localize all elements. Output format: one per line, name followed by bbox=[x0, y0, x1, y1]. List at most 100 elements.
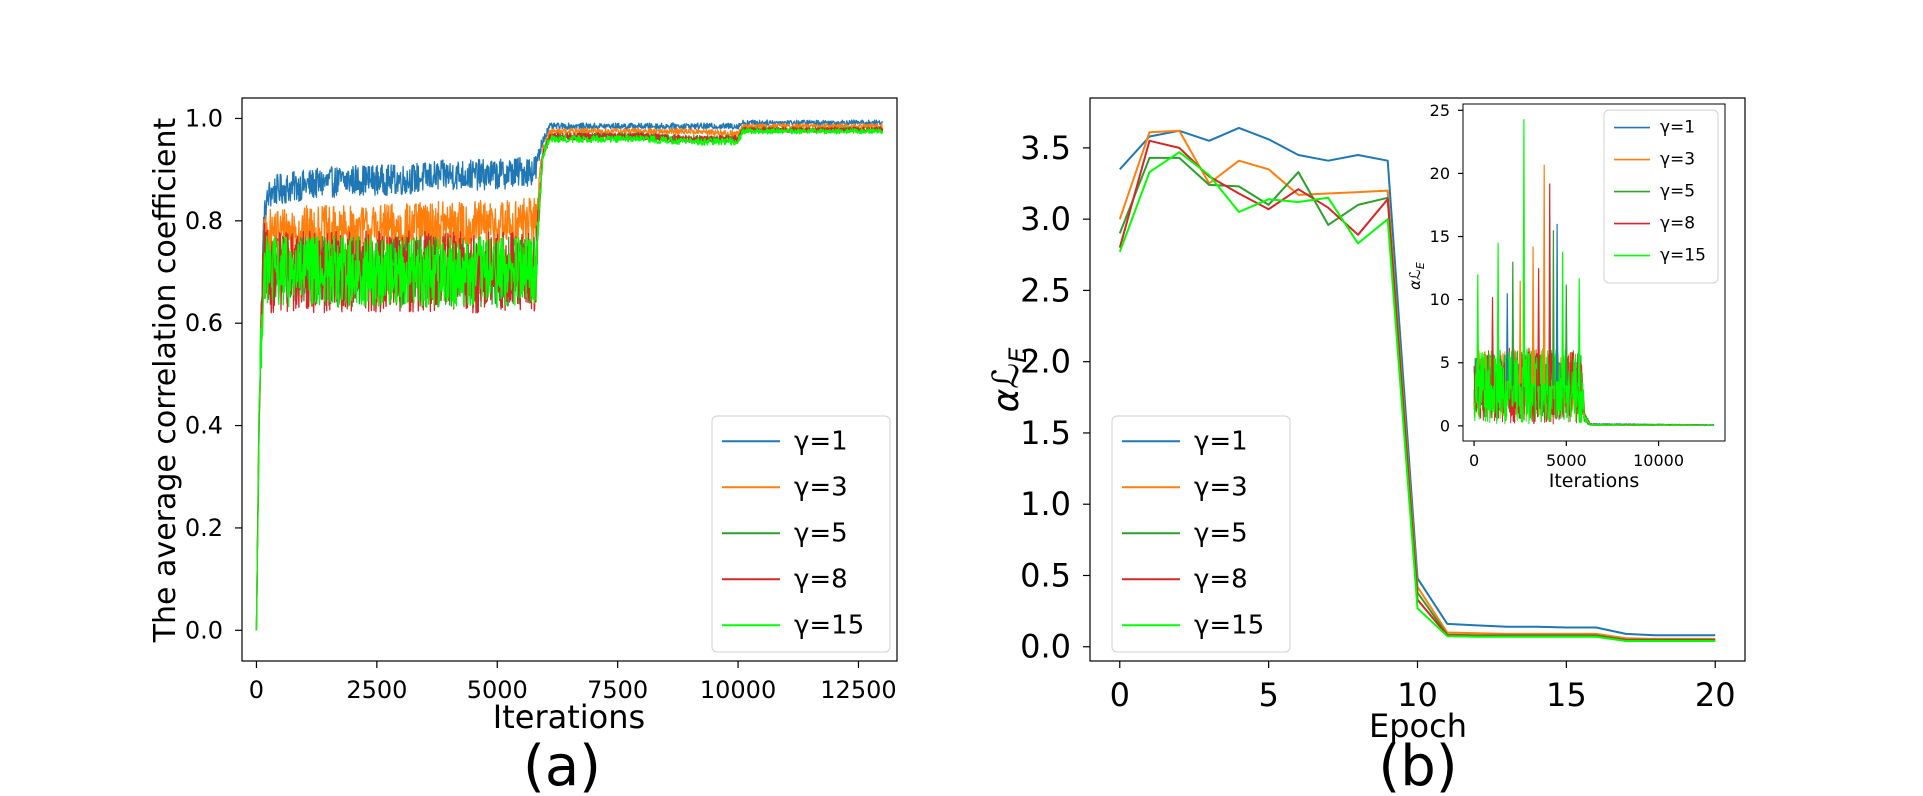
panel-a-x-ticks: 0 2500 5000 7500 10000 12500 bbox=[249, 661, 897, 704]
x-tick-label: 20 bbox=[1695, 676, 1736, 714]
y-tick-label: 3.5 bbox=[1020, 129, 1071, 167]
spike-5-12 bbox=[1565, 284, 1568, 386]
panel-b-y-label: αℒE bbox=[986, 347, 1032, 413]
legend-item-5: γ=5 bbox=[1122, 518, 1248, 548]
legend-box bbox=[1603, 109, 1719, 284]
x-tick-label: 10 bbox=[1397, 676, 1438, 714]
panel-b-x-label: Epoch bbox=[1369, 707, 1467, 745]
inset-y-label-sub: E bbox=[1414, 262, 1427, 269]
panel-b-x-ticks: 0 5 10 15 20 bbox=[1110, 661, 1736, 714]
legend-label: γ=3 bbox=[1660, 150, 1695, 170]
x-tick-label: 5000 bbox=[467, 676, 528, 704]
legend-item-3: γ=3 bbox=[1122, 472, 1248, 502]
legend-label: γ=5 bbox=[1194, 518, 1248, 548]
x-tick-label: 5 bbox=[1258, 676, 1278, 714]
legend-item-1: γ=1 bbox=[1122, 426, 1248, 456]
inset-frame bbox=[1462, 103, 1726, 442]
spike-8-9 bbox=[1537, 268, 1540, 387]
panel-a: 0 2500 5000 7500 10000 12500 0.0 0.2 0.4 0.6 0.8 1… bbox=[148, 97, 898, 796]
y-tick-label: 0.0 bbox=[185, 616, 223, 644]
series-line-15 bbox=[255, 128, 884, 631]
y-tick-label: 0.0 bbox=[1020, 628, 1071, 666]
legend-label: γ=8 bbox=[794, 564, 848, 594]
y-tick-label: 1.0 bbox=[1020, 485, 1071, 523]
y-tick-label: 5 bbox=[1440, 353, 1450, 372]
panel-b-legend: γ=1 γ=3 γ=5 γ=8 γ=15 bbox=[1111, 415, 1291, 653]
x-tick-label: 10000 bbox=[700, 676, 776, 704]
svg-text:αℒE: αℒE bbox=[986, 347, 1032, 413]
spike-8-15 bbox=[1491, 297, 1494, 386]
spike-15-5 bbox=[1496, 242, 1500, 387]
series-line-1 bbox=[255, 119, 884, 631]
x-tick-label: 0 bbox=[1110, 676, 1130, 714]
panel-b-y-label-main: αℒ bbox=[986, 363, 1027, 413]
legend-item-8: γ=8 bbox=[1122, 564, 1248, 594]
legend-label: γ=5 bbox=[1660, 182, 1695, 202]
y-tick-label: 0.8 bbox=[185, 207, 223, 235]
legend-label: γ=15 bbox=[1194, 610, 1264, 640]
legend-item-1: γ=1 bbox=[722, 426, 848, 456]
legend-item-5: γ=5 bbox=[722, 518, 848, 548]
x-tick-label: 5000 bbox=[1546, 451, 1587, 470]
legend-box bbox=[1111, 415, 1291, 653]
legend-label: γ=8 bbox=[1194, 564, 1248, 594]
y-tick-label: 15 bbox=[1430, 227, 1450, 246]
y-tick-label: 1.5 bbox=[1020, 414, 1071, 452]
series-line-5 bbox=[255, 126, 884, 631]
spike-3-11 bbox=[1518, 280, 1522, 384]
spike-3-6 bbox=[1531, 246, 1535, 384]
legend-item-1: γ=1 bbox=[1614, 118, 1695, 138]
panel-b-inset: 0 5000 10000 0 5 10 15 20 25 Iterations αℒE γ=1… bbox=[1406, 101, 1726, 492]
legend-label: γ=3 bbox=[794, 472, 848, 502]
legend-item-8: γ=8 bbox=[722, 564, 848, 594]
x-tick-label: 7500 bbox=[587, 676, 648, 704]
legend-label: γ=5 bbox=[794, 518, 848, 548]
x-tick-label: 12500 bbox=[820, 676, 896, 704]
inset-y-label: αℒE bbox=[1406, 262, 1427, 290]
legend-label: γ=1 bbox=[794, 426, 848, 456]
legend-label: γ=15 bbox=[1660, 246, 1706, 266]
legend-item-15: γ=15 bbox=[1122, 610, 1264, 640]
panel-b-series bbox=[1118, 126, 1716, 642]
spike-8-2 bbox=[1548, 183, 1552, 387]
legend-label: γ=1 bbox=[1194, 426, 1248, 456]
inset-legend: γ=1 γ=3 γ=5 γ=8 γ=15 bbox=[1603, 109, 1719, 284]
legend-label: γ=8 bbox=[1660, 214, 1695, 234]
y-tick-label: 3.0 bbox=[1020, 200, 1071, 238]
panel-a-caption: (a) bbox=[523, 734, 601, 796]
y-tick-label: 2.5 bbox=[1020, 271, 1071, 309]
spike-1-14 bbox=[1505, 293, 1509, 381]
x-tick-label: 2500 bbox=[346, 676, 407, 704]
inset-x-label: Iterations bbox=[1549, 470, 1640, 492]
legend-item-5: γ=5 bbox=[1614, 182, 1695, 202]
panel-b-y-ticks: 0.0 0.5 1.0 1.5 2.0 2.5 3.0 3.5 bbox=[1020, 129, 1090, 666]
spike-1-3 bbox=[1555, 223, 1559, 382]
legend-item-15: γ=15 bbox=[1614, 246, 1706, 266]
x-tick-label: 0 bbox=[249, 676, 264, 704]
y-tick-label: 0.2 bbox=[185, 514, 223, 542]
panel-a-legend: γ=1 γ=3 γ=5 γ=8 γ=15 bbox=[711, 415, 891, 653]
spike-15-13 bbox=[1561, 251, 1564, 387]
legend-item-8: γ=8 bbox=[1614, 214, 1695, 234]
inset-y-label-main: αℒ bbox=[1406, 269, 1424, 290]
legend-label: γ=1 bbox=[1660, 118, 1695, 138]
spike-15-8 bbox=[1476, 274, 1480, 387]
svg-text:αℒE: αℒE bbox=[1406, 262, 1427, 290]
legend-item-15: γ=15 bbox=[722, 610, 864, 640]
panel-a-x-label: Iterations bbox=[493, 698, 645, 736]
legend-item-3: γ=3 bbox=[1614, 150, 1695, 170]
spike-5-7 bbox=[1511, 261, 1515, 386]
spike-15-0 bbox=[1522, 119, 1526, 387]
series-line-15 bbox=[1118, 151, 1716, 642]
spike-3-1 bbox=[1542, 164, 1546, 384]
x-tick-label: 10000 bbox=[1633, 451, 1684, 470]
y-tick-label: 2.0 bbox=[1020, 343, 1071, 381]
y-tick-label: 10 bbox=[1430, 290, 1450, 309]
spike-5-4 bbox=[1552, 230, 1555, 386]
panel-b-caption: (b) bbox=[1378, 734, 1457, 796]
legend-item-3: γ=3 bbox=[722, 472, 848, 502]
panel-b-y-label-sub: E bbox=[1004, 347, 1032, 363]
spike-15-10 bbox=[1577, 278, 1581, 387]
panel-a-series bbox=[255, 119, 884, 631]
